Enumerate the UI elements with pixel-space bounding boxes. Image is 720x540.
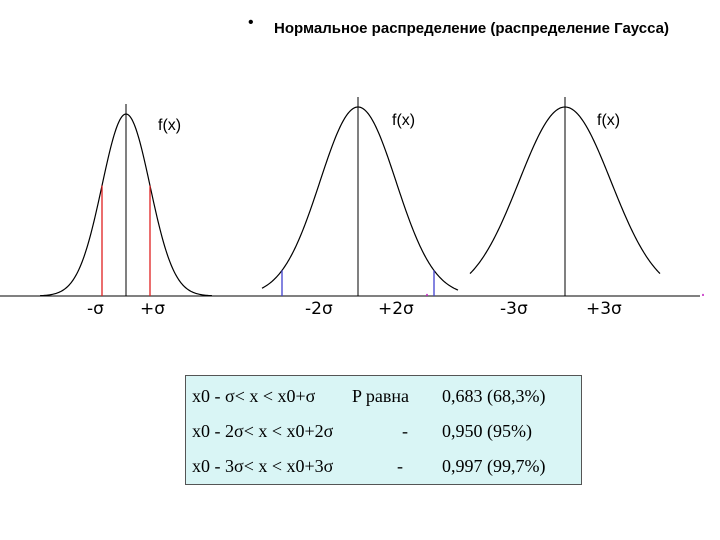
f-label-1: f(x): [158, 117, 181, 134]
p-cell: P равна: [352, 386, 409, 406]
interval-cell: x0 - σ< x < x0+σ: [192, 386, 316, 406]
p-cell: -: [397, 456, 403, 476]
gaussian-graph-1: f(x) -σ +σ: [39, 104, 213, 319]
plus-label-1: +σ: [140, 299, 165, 319]
page-title: Нормальное распределение (распределение …: [274, 20, 669, 37]
title-bullet: •: [248, 14, 254, 31]
interval-cell: x0 - 3σ< x < x0+3σ: [192, 456, 334, 476]
plus-label-3: +3σ: [586, 299, 622, 319]
table-row: x0 - σ< x < x0+σ P равна 0,683 (68,3%): [192, 386, 577, 414]
p-cell: -: [402, 421, 408, 441]
gaussian-graph-3: f(x) -3σ +3σ: [426, 97, 704, 319]
plus-label-2: +2σ: [378, 299, 414, 319]
f-label-3: f(x): [597, 112, 620, 129]
value-cell: 0,683 (68,3%): [442, 386, 546, 406]
probability-table: x0 - σ< x < x0+σ P равна 0,683 (68,3%) x…: [185, 375, 582, 485]
interval-cell: x0 - 2σ< x < x0+2σ: [192, 421, 334, 441]
gaussian-curve-2: [261, 106, 459, 291]
minus-label-1: -σ: [87, 299, 104, 319]
minus-label-2: -2σ: [305, 299, 333, 319]
f-label-2: f(x): [392, 112, 415, 129]
table-row: x0 - 3σ< x < x0+3σ - 0,997 (99,7%): [192, 456, 577, 484]
gaussian-graph-2: f(x) -2σ +2σ: [261, 97, 459, 319]
value-cell: 0,997 (99,7%): [442, 456, 546, 476]
table-row: x0 - 2σ< x < x0+2σ - 0,950 (95%): [192, 421, 577, 449]
minus-label-3: -3σ: [500, 299, 528, 319]
value-cell: 0,950 (95%): [442, 421, 532, 441]
